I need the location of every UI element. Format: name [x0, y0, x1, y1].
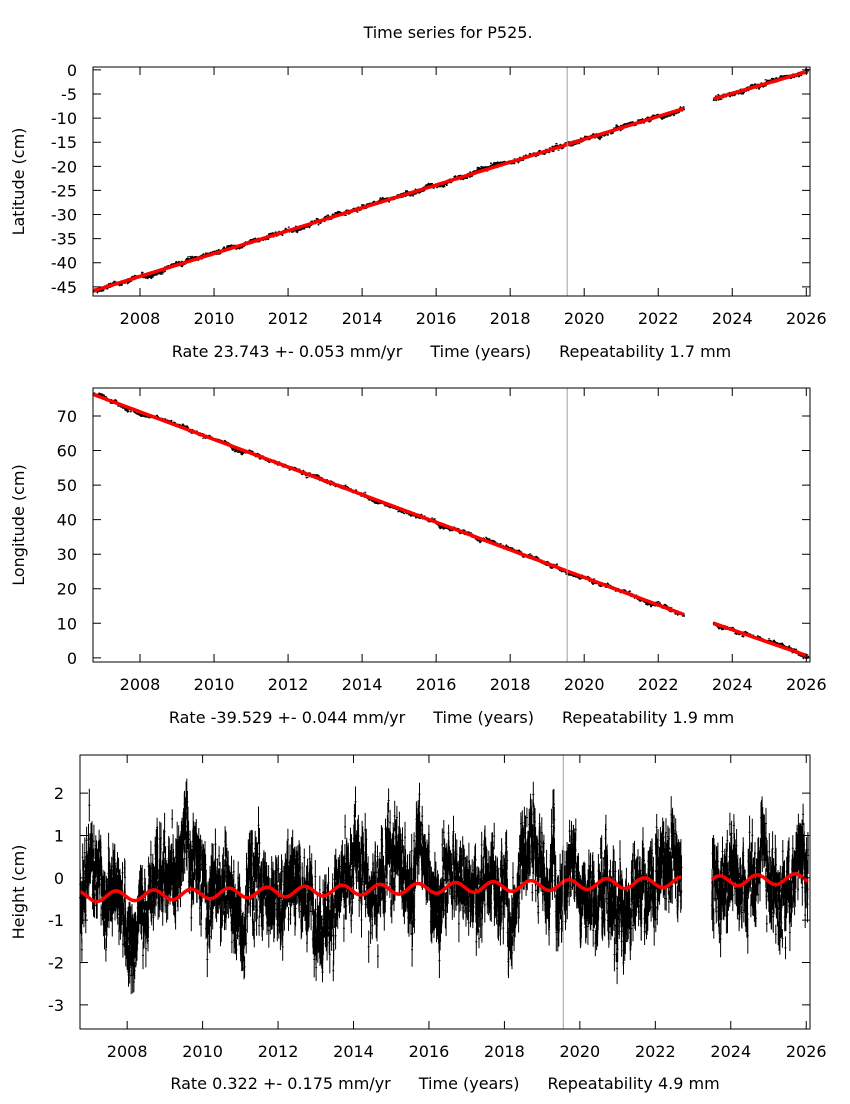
- repeatability-text: Repeatability 1.7 mm: [559, 342, 731, 361]
- x-tick-label: 2016: [416, 309, 457, 328]
- model-curve-segment-2: [713, 621, 809, 658]
- y-tick-label: -3: [48, 996, 64, 1015]
- x-tick-label: 2008: [120, 675, 161, 694]
- repeatability-text: Repeatability 4.9 mm: [548, 1074, 720, 1093]
- x-tick-label: 2024: [710, 1042, 751, 1061]
- y-tick-label: 0: [67, 61, 77, 80]
- plot-2: 2008 2010 2012 2014 2016 2018 2020 2022 2024 2026…: [9, 387, 827, 727]
- y-tick-label: -40: [51, 254, 77, 273]
- x-tick-label: 2016: [416, 675, 457, 694]
- y-tick-label: -30: [51, 206, 77, 225]
- x-tick-label: 2020: [560, 1042, 601, 1061]
- model-curve-segment-1: [79, 875, 682, 904]
- x-tick-label: 2020: [564, 309, 605, 328]
- y-tick-label: 60: [57, 442, 77, 461]
- model-curve-segment-1: [93, 106, 685, 293]
- x-tick-label: 2022: [638, 675, 679, 694]
- x-tick-label: 2024: [712, 309, 753, 328]
- y-tick-label: -15: [51, 133, 77, 152]
- x-axis-label: Time (years): [429, 342, 531, 361]
- x-tick-label: 2014: [342, 309, 383, 328]
- y-tick-label: 0: [54, 869, 64, 888]
- x-tick-label: 2010: [194, 675, 235, 694]
- x-axis-label: Time (years): [418, 1074, 520, 1093]
- x-tick-label: 2018: [484, 1042, 525, 1061]
- x-tick-label: 2012: [268, 309, 309, 328]
- plot-frame: [79, 754, 811, 1030]
- y-tick-label: -1: [48, 911, 64, 930]
- y-tick-label: 70: [57, 407, 77, 426]
- x-tick-label: 2022: [635, 1042, 676, 1061]
- model-curve-segment-2: [710, 872, 809, 888]
- x-tick-label: 2008: [120, 309, 161, 328]
- y-tick-label: -35: [51, 230, 77, 249]
- x-tick-label: 2018: [490, 675, 531, 694]
- y-tick-label: 40: [57, 511, 77, 530]
- x-axis-caption: Rate -39.529 +- 0.044 mm/yr Time (years) R…: [169, 708, 734, 727]
- x-tick-label: 2026: [786, 675, 827, 694]
- y-tick-label: 20: [57, 580, 77, 599]
- plot-1: 2008 2010 2012 2014 2016 2018 2020 2022 2024 2026…: [9, 61, 827, 361]
- y-tick-label: 0: [67, 649, 77, 668]
- y-tick-label: 1: [54, 826, 64, 845]
- y-axis-label: Height (cm): [9, 845, 28, 940]
- x-tick-label: 2022: [638, 309, 679, 328]
- x-tick-label: 2012: [268, 675, 309, 694]
- y-tick-label: 2: [54, 784, 64, 803]
- x-axis-caption: Rate 0.322 +- 0.175 mm/yr Time (years) Rep…: [170, 1074, 719, 1093]
- repeatability-text: Repeatability 1.9 mm: [562, 708, 734, 727]
- x-tick-label: 2010: [182, 1042, 223, 1061]
- x-tick-label: 2012: [258, 1042, 299, 1061]
- model-curve-segment-2: [713, 69, 809, 101]
- y-tick-label: -20: [51, 157, 77, 176]
- x-tick-label: 2014: [333, 1042, 374, 1061]
- x-axis-label: Time (years): [432, 708, 534, 727]
- x-tick-label: 2016: [409, 1042, 450, 1061]
- x-tick-label: 2026: [786, 309, 827, 328]
- figure-title: Time series for P525.: [362, 23, 532, 42]
- plot-3: 2008 2010 2012 2014 2016 2018 2020 2022 2024 2026…: [9, 754, 827, 1093]
- x-tick-label: 2018: [490, 309, 531, 328]
- x-tick-label: 2014: [342, 675, 383, 694]
- rate-text: Rate 23.743 +- 0.053 mm/yr: [172, 342, 403, 361]
- y-axis-label: Latitude (cm): [9, 128, 28, 236]
- x-axis-caption: Rate 23.743 +- 0.053 mm/yr Time (years) Re…: [172, 342, 732, 361]
- y-tick-label: -25: [51, 181, 77, 200]
- x-tick-label: 2024: [712, 675, 753, 694]
- rate-text: Rate 0.322 +- 0.175 mm/yr: [170, 1074, 391, 1093]
- plot-frame: [92, 66, 811, 297]
- data-points: [79, 778, 810, 995]
- y-tick-label: -5: [61, 85, 77, 104]
- y-tick-label: -45: [51, 278, 77, 297]
- x-tick-label: 2026: [786, 1042, 827, 1061]
- y-tick-label: 50: [57, 476, 77, 495]
- rate-text: Rate -39.529 +- 0.044 mm/yr: [169, 708, 406, 727]
- plot-frame: [92, 387, 811, 663]
- y-tick-label: -10: [51, 109, 77, 128]
- y-tick-label: 10: [57, 614, 77, 633]
- y-axis-label: Longitude (cm): [9, 464, 28, 586]
- model-curve-segment-1: [93, 392, 685, 617]
- x-tick-label: 2020: [564, 675, 605, 694]
- x-tick-label: 2010: [194, 309, 235, 328]
- y-tick-label: 30: [57, 545, 77, 564]
- x-tick-label: 2008: [107, 1042, 148, 1061]
- y-tick-label: -2: [48, 954, 64, 973]
